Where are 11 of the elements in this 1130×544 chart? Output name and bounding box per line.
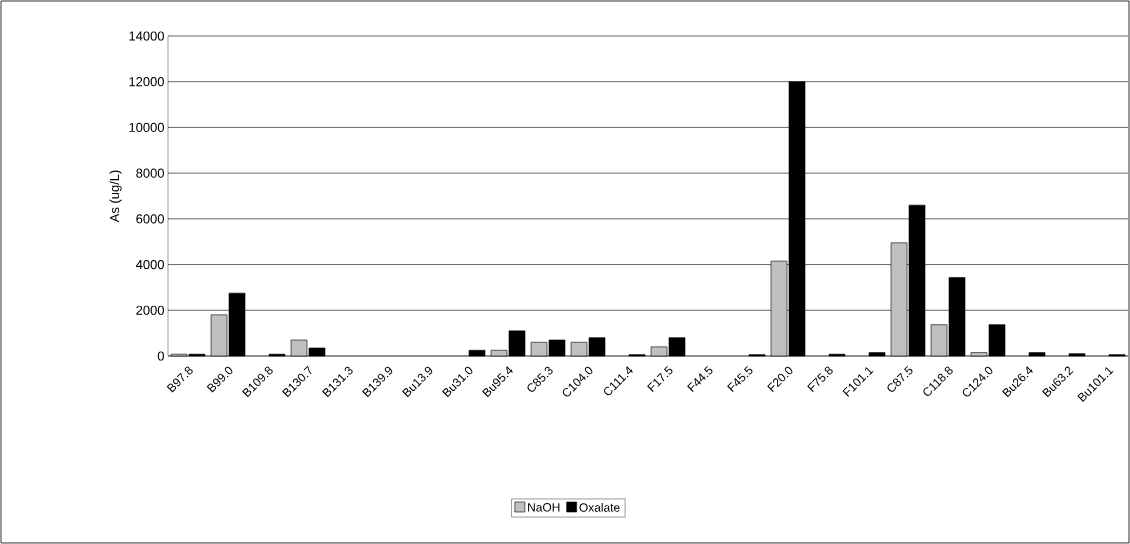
legend-label: Oxalate (579, 502, 620, 512)
y-tick-label: 8000 (136, 168, 164, 178)
y-tick-label: 10000 (129, 122, 164, 132)
y-axis-title: As (ug/L) (109, 170, 122, 223)
legend-label: NaOH (528, 503, 560, 512)
y-tick-label: 2000 (136, 305, 164, 315)
y-tick-label: 4000 (135, 259, 164, 270)
y-tick-label: 0 (157, 351, 164, 361)
y-tick-label: 12000 (129, 77, 164, 87)
y-tick-label: 6000 (136, 214, 164, 224)
y-tick-label: 14000 (129, 31, 164, 41)
